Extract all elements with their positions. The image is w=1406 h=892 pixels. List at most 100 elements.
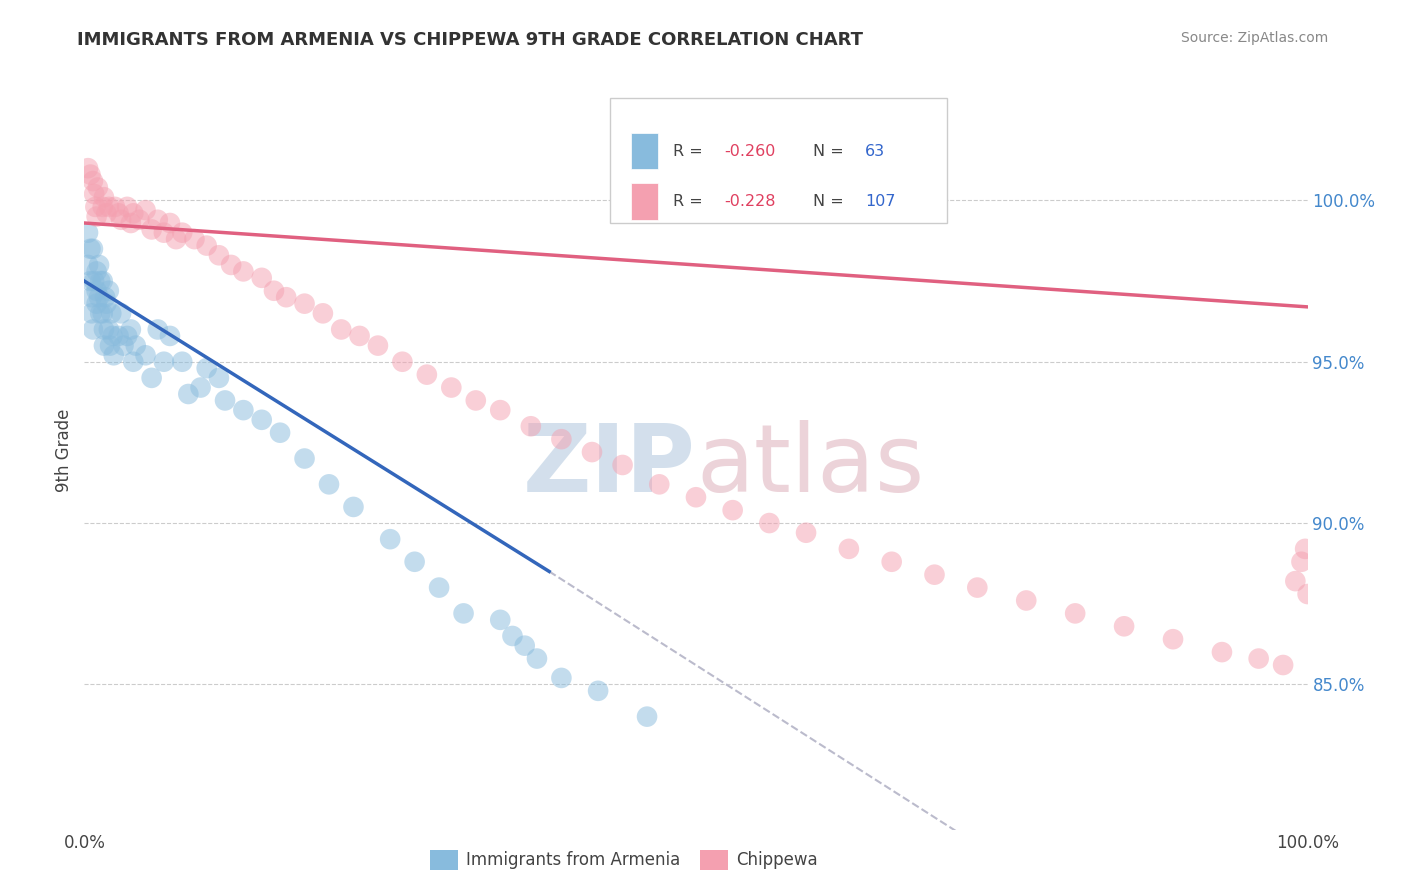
Point xyxy=(82,322,104,336)
Point xyxy=(159,329,181,343)
Text: -0.228: -0.228 xyxy=(724,194,776,209)
Point xyxy=(232,403,254,417)
Point xyxy=(107,329,129,343)
Point xyxy=(404,555,426,569)
Point xyxy=(146,212,169,227)
Point xyxy=(86,296,108,310)
Point xyxy=(391,355,413,369)
Point xyxy=(190,380,212,394)
Text: 107: 107 xyxy=(865,194,896,209)
Point xyxy=(367,338,389,352)
Point xyxy=(87,258,110,272)
Point xyxy=(502,629,524,643)
Point xyxy=(1114,619,1136,633)
Point xyxy=(172,226,194,240)
Point xyxy=(115,200,138,214)
Point xyxy=(440,380,463,394)
Point xyxy=(214,393,236,408)
Point xyxy=(318,477,340,491)
Point xyxy=(141,222,163,236)
Point xyxy=(104,200,127,214)
Point xyxy=(685,490,707,504)
Point xyxy=(208,371,231,385)
Point xyxy=(586,683,609,698)
Bar xyxy=(631,133,658,169)
Point xyxy=(880,555,903,569)
Point xyxy=(141,371,163,385)
Point xyxy=(153,226,176,240)
Point xyxy=(758,516,780,530)
Point xyxy=(464,393,486,408)
Point xyxy=(232,264,254,278)
Point xyxy=(195,361,218,376)
Point xyxy=(612,458,634,472)
Point xyxy=(294,451,316,466)
Point xyxy=(93,338,115,352)
Point xyxy=(550,671,572,685)
Text: Immigrants from Armenia: Immigrants from Armenia xyxy=(465,851,681,869)
Point xyxy=(86,210,108,224)
Point xyxy=(115,329,138,343)
Y-axis label: 9th Grade: 9th Grade xyxy=(55,409,73,492)
Text: R =: R = xyxy=(672,144,707,159)
Point xyxy=(87,180,110,194)
Point xyxy=(526,651,548,665)
Point xyxy=(94,290,117,304)
Point xyxy=(80,290,103,304)
Text: Chippewa: Chippewa xyxy=(735,851,818,869)
Text: N =: N = xyxy=(814,194,849,209)
Point xyxy=(172,355,194,369)
Point xyxy=(93,190,115,204)
Point xyxy=(177,387,200,401)
Point xyxy=(276,290,298,304)
Point xyxy=(489,613,512,627)
Point xyxy=(165,232,187,246)
Point xyxy=(1247,651,1270,665)
Point xyxy=(107,206,129,220)
Point xyxy=(1294,541,1316,556)
Bar xyxy=(631,184,658,219)
Point xyxy=(453,607,475,621)
Point xyxy=(112,338,135,352)
Point xyxy=(135,203,157,218)
Point xyxy=(89,306,111,320)
Point xyxy=(380,532,402,546)
Point xyxy=(427,581,450,595)
Point xyxy=(84,200,107,214)
Point xyxy=(269,425,291,440)
Point xyxy=(77,258,100,272)
Point xyxy=(97,322,120,336)
Point xyxy=(294,296,316,310)
Point xyxy=(1161,632,1184,647)
Point xyxy=(250,413,273,427)
Point xyxy=(721,503,744,517)
Text: ZIP: ZIP xyxy=(523,419,696,512)
Point xyxy=(135,348,157,362)
Point xyxy=(77,161,100,176)
Point xyxy=(125,338,148,352)
Point xyxy=(80,306,103,320)
Point xyxy=(581,445,603,459)
Point xyxy=(330,322,353,336)
FancyBboxPatch shape xyxy=(610,98,946,223)
Point xyxy=(636,709,658,723)
Point xyxy=(1064,607,1087,621)
Point xyxy=(520,419,543,434)
Point xyxy=(98,338,121,352)
Point xyxy=(86,284,108,298)
Point xyxy=(312,306,335,320)
Point xyxy=(101,329,124,343)
Point xyxy=(648,477,671,491)
Point xyxy=(103,348,125,362)
Point xyxy=(79,168,101,182)
Text: Source: ZipAtlas.com: Source: ZipAtlas.com xyxy=(1181,31,1329,45)
Point xyxy=(120,322,142,336)
Point xyxy=(96,296,118,310)
Point xyxy=(250,270,273,285)
Bar xyxy=(430,850,458,870)
Point xyxy=(1284,574,1306,588)
Point xyxy=(1296,587,1319,601)
Point xyxy=(263,284,285,298)
Point xyxy=(342,500,364,514)
Text: 63: 63 xyxy=(865,144,884,159)
